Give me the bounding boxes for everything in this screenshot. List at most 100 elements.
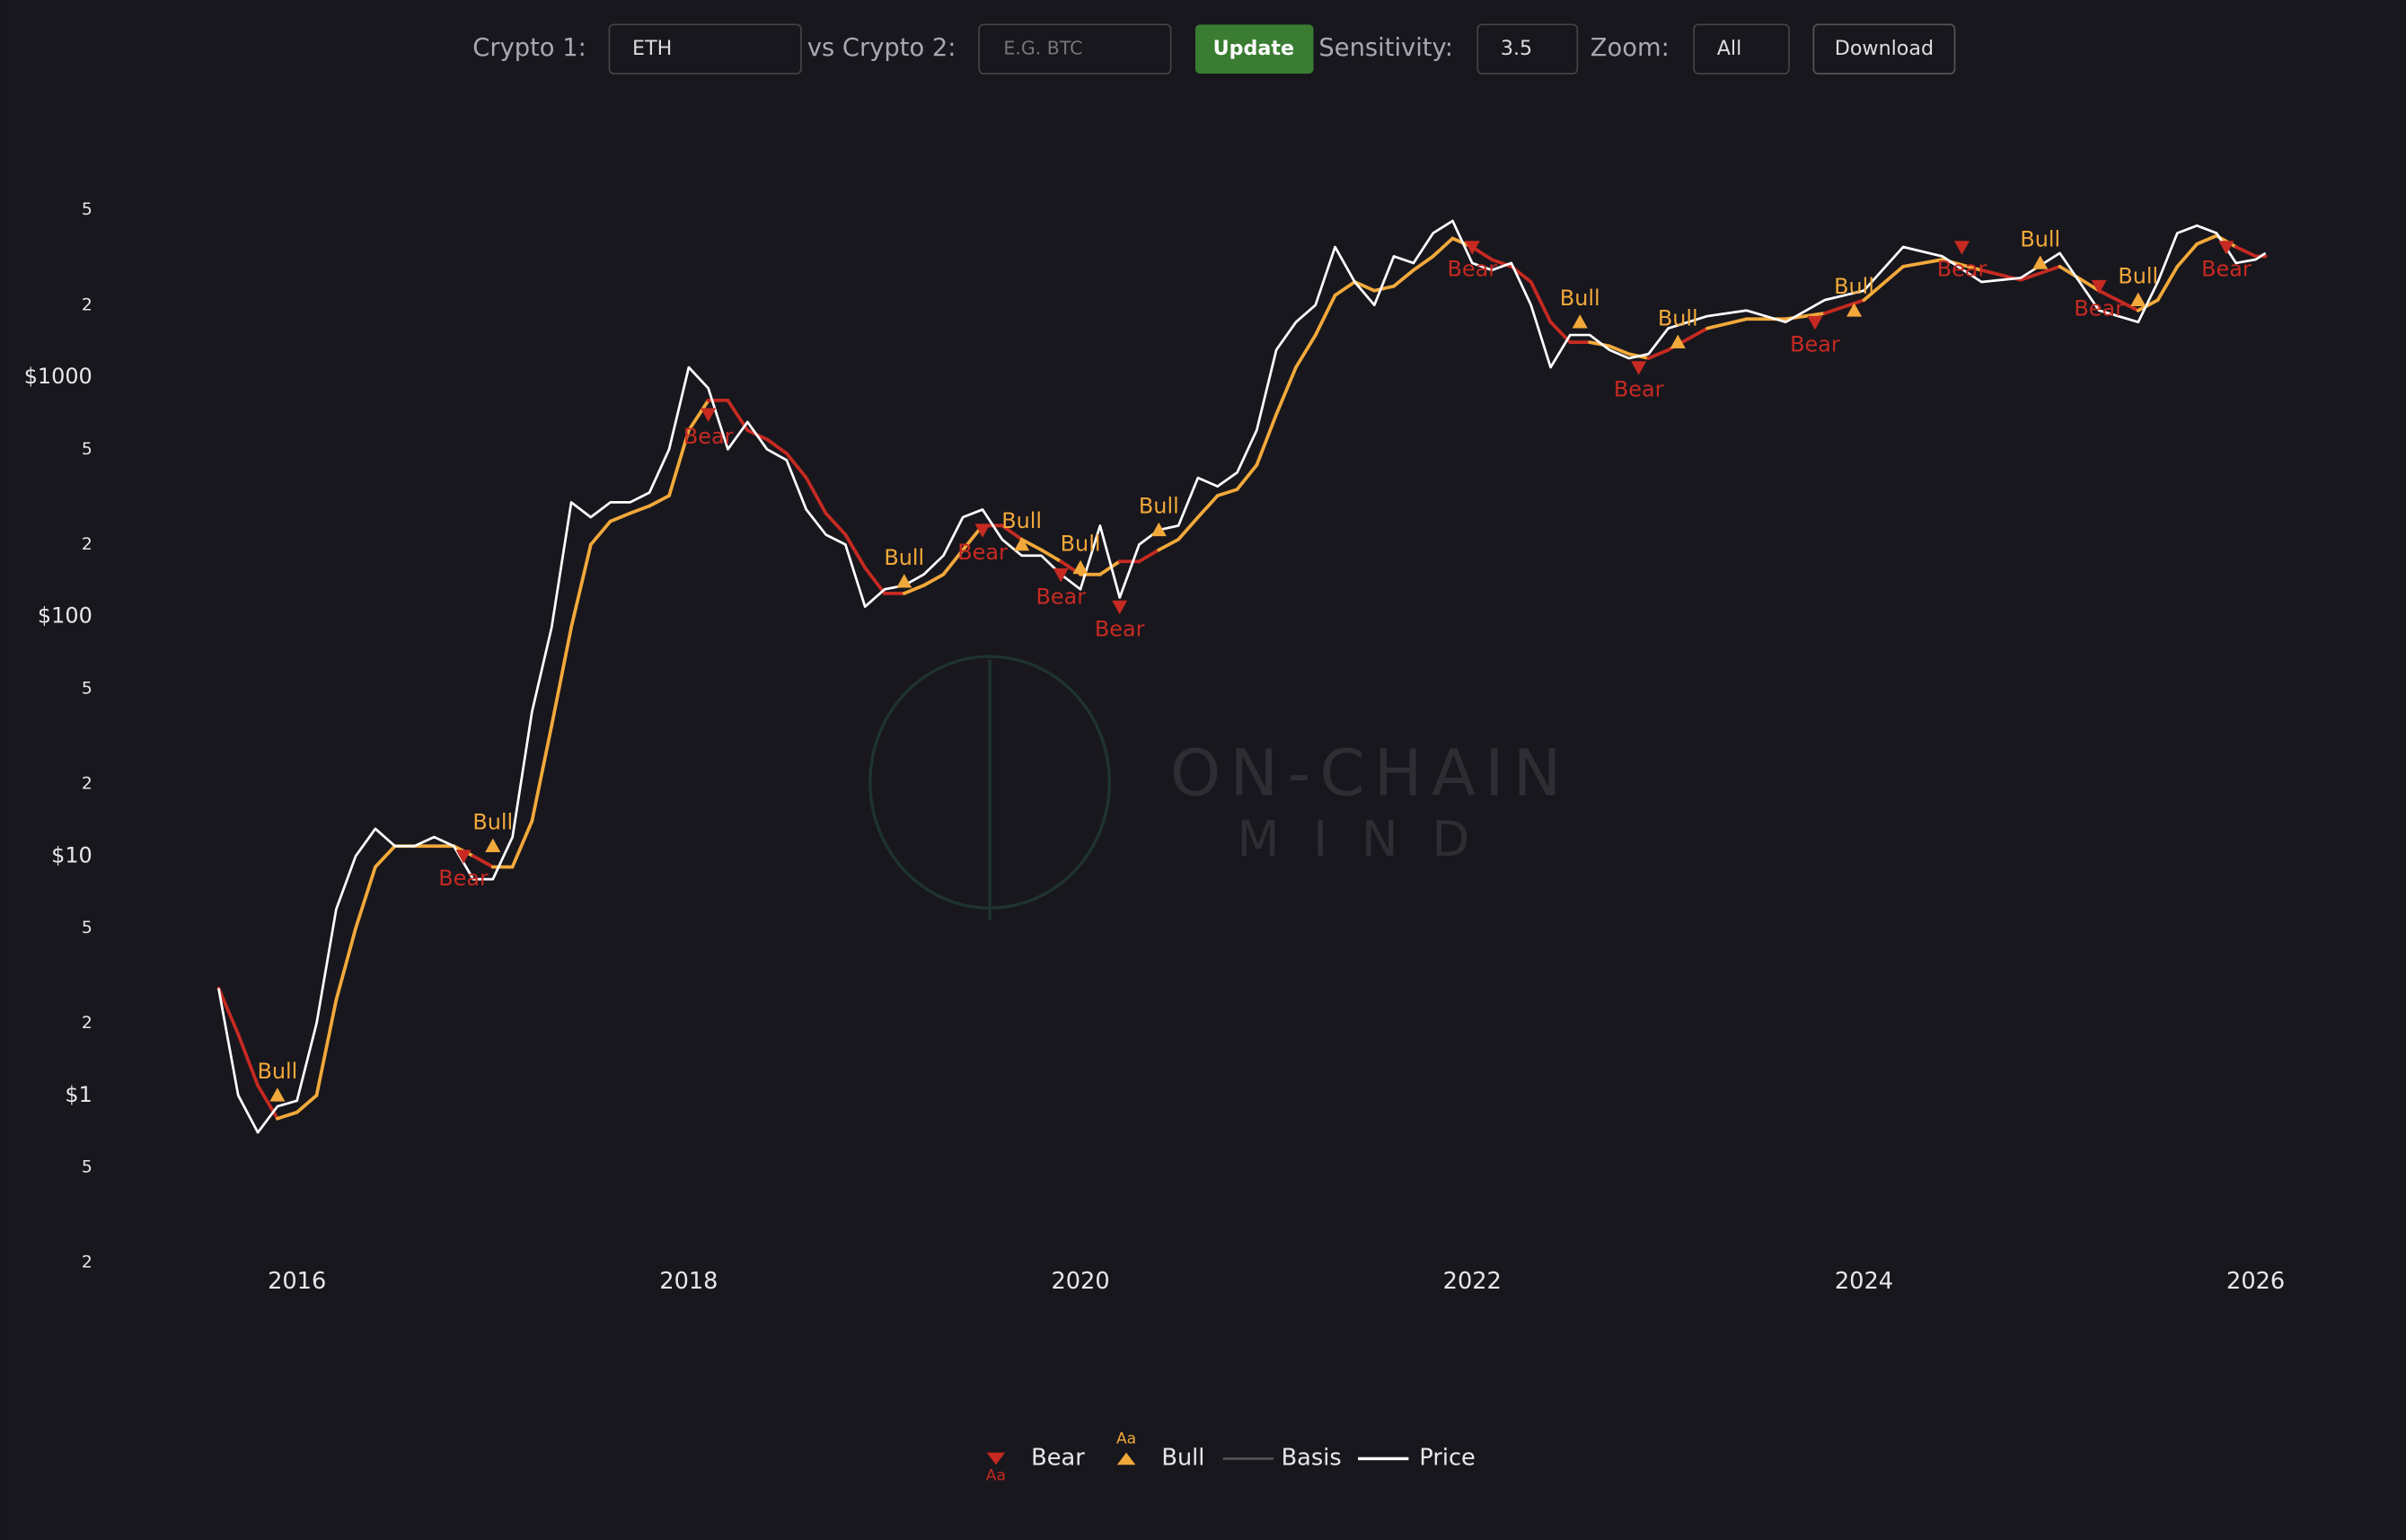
basis-segment [1411,254,1435,272]
basis-segment [314,998,339,1097]
signal-label: Bull [884,545,924,570]
basis-segment [510,819,534,869]
legend-label: Price [1419,1444,1475,1471]
basis-segment [687,399,710,433]
select-value: All [1717,37,1742,60]
basis-segment [785,452,808,480]
label: Zoom: [1591,34,1670,62]
signal-marker [2091,279,2107,295]
signal-label: Bear [1095,616,1145,641]
basis-segment [1157,537,1181,552]
signal-marker [269,1087,286,1102]
basis-segment [569,542,593,629]
basis-segment [1019,537,1044,552]
signal-label: Bear [1036,584,1086,609]
basis-segment [1372,284,1396,293]
signal-label: Bear [438,866,489,891]
basis-segment [1294,333,1318,369]
legend-label: Bear [1031,1444,1085,1471]
basis-segment [804,476,828,515]
signal-marker [485,838,501,853]
signal-marker [974,524,991,538]
signal-label: Bear [1447,257,1497,282]
signal-label: Bull [472,810,513,835]
y-tick-label: 5 [82,679,93,698]
basis-segment [1862,264,1905,303]
button-label: Update [1213,37,1294,60]
watermark-text: MIND [1237,810,1503,867]
x-tick-label: 2016 [268,1268,326,1295]
y-tick-label: 5 [82,440,93,459]
legend-marker [986,1452,1006,1465]
y-tick-label: $1000 [24,364,93,389]
input-placeholder: E.G. BTC [1003,38,1082,59]
signal-marker [1807,315,1823,330]
signal-label: Bear [2074,295,2124,321]
y-tick-label: 2 [82,295,93,314]
basis-segment [824,511,848,537]
signal-marker [2130,292,2146,307]
signal-label: Bull [2020,226,2060,251]
basis-segment [1215,488,1239,497]
watermark: ON-CHAIN MIND [868,655,1571,920]
signal-label: Bear [1790,331,1840,356]
x-tick-label: 2020 [1051,1268,1109,1295]
basis-segment [334,926,357,1002]
basis-segment [1313,293,1337,338]
basis-segment [843,532,868,570]
download-button[interactable] [1812,23,1956,75]
basis-segment [530,724,554,823]
basis-segment [1901,258,1944,268]
signal-marker [1150,522,1167,537]
basis-segment [256,1083,279,1121]
basis-segment [863,566,886,595]
signal-marker [701,408,717,422]
basis-segment [1705,317,1749,330]
basis-segment [1039,548,1063,564]
basis-segment [2155,264,2180,303]
signal-marker [1953,241,1970,255]
signal-marker [1464,241,1480,255]
input[interactable] [978,23,1172,75]
signal-label: Bear [1614,377,1664,402]
x-tick-label: 2022 [1443,1268,1502,1295]
signal-marker [1112,600,1128,615]
signal-label: Bull [1061,532,1101,557]
watermark-text: ON-CHAIN [1170,735,1571,811]
basis-segment [1392,268,1415,288]
basis-segment [354,865,377,930]
y-tick-label: 2 [82,535,93,554]
signal-label: Bear [683,424,734,449]
y-tick-label: 5 [82,1158,93,1177]
price-line [217,219,2267,1134]
select[interactable] [1693,23,1790,75]
x-tick-label: 2026 [2226,1268,2285,1295]
basis-segment [216,986,241,1036]
signal-marker [1670,334,1686,348]
basis-segment [608,511,632,524]
y-tick-label: 2 [82,1014,93,1033]
basis-segment [902,584,926,595]
signal-marker [1846,303,1863,317]
signal-label: Bear [1937,257,1987,282]
basis-segment [648,494,671,508]
y-tick-label: $1 [65,1082,92,1107]
signal-label: Bull [1658,306,1698,331]
basis-segment [2195,233,2218,246]
signal-marker [1572,314,1588,329]
input[interactable] [608,23,802,75]
basis-segment [2175,242,2199,268]
basis-segment [941,548,965,576]
basis-segment [1098,559,1122,576]
y-tick-label: 5 [82,919,93,937]
update-button[interactable] [1194,24,1314,74]
basis-segment [1235,462,1259,491]
basis-segment [921,572,946,587]
label: Crypto 1: [472,34,586,62]
basis-segment [1137,548,1161,564]
legend-marker [1116,1452,1136,1465]
select[interactable] [1476,23,1579,75]
